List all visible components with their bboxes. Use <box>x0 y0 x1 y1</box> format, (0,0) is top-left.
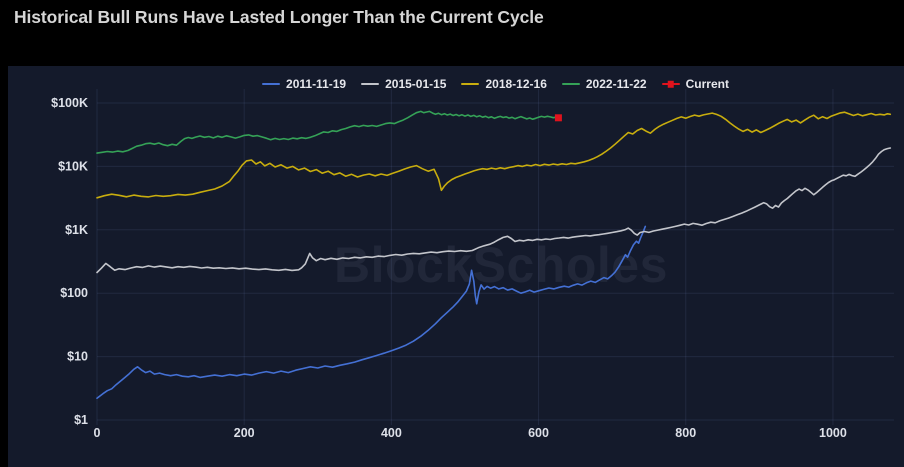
x-tick-label: 0 <box>94 426 101 440</box>
plot-area[interactable]: $1 $10 $100 $1K $10K $100K 0 200 400 600 800 1000 <box>8 66 904 467</box>
legend-item-current[interactable]: Current <box>661 77 729 91</box>
y-tick-label: $10 <box>67 350 88 364</box>
legend-label: 2011-11-19 <box>286 77 347 91</box>
legend-item-2018-12-16[interactable]: 2018-12-16 <box>461 77 547 91</box>
y-tick-label: $1 <box>74 413 88 427</box>
legend-label: 2015-01-15 <box>385 77 447 91</box>
x-tick-label: 400 <box>381 426 402 440</box>
series-line-2022-11-22 <box>96 110 560 154</box>
x-tick-label: 200 <box>234 426 255 440</box>
x-tick-label: 600 <box>528 426 549 440</box>
chart-legend: 2011-11-19 2015-01-15 2018-12-16 2022-11-22… <box>97 77 894 91</box>
legend-swatch-line <box>561 82 580 86</box>
y-tick-label: $100K <box>51 96 88 110</box>
legend-label: 2022-11-22 <box>585 77 647 91</box>
legend-item-2015-01-15[interactable]: 2015-01-15 <box>361 77 446 91</box>
series-line-2011-11-19 <box>96 225 647 400</box>
chart-title: Historical Bull Runs Have Lasted Longer … <box>14 7 544 27</box>
y-tick-label: $100 <box>60 286 88 300</box>
legend-label: 2018-12-16 <box>485 77 547 91</box>
legend-marker-square-icon <box>667 80 674 88</box>
series-line-2018-12-16 <box>96 111 892 199</box>
legend-swatch-line <box>461 82 480 86</box>
x-tick-label: 800 <box>675 426 696 440</box>
legend-item-2022-11-22[interactable]: 2022-11-22 <box>561 77 647 91</box>
x-tick-label: 1000 <box>819 426 847 440</box>
legend-label: Current <box>685 77 729 91</box>
legend-item-2011-11-19[interactable]: 2011-11-19 <box>262 77 346 91</box>
series-line-2015-01-15 <box>96 147 892 274</box>
current-marker <box>554 114 562 122</box>
chart-panel: BlockScholes $1 $10 $100 $1K $10K $100K 0 200 40… <box>8 66 904 467</box>
y-tick-label: $1K <box>65 223 88 237</box>
legend-swatch-line <box>262 82 281 86</box>
legend-swatch-line <box>661 80 680 88</box>
legend-swatch-line <box>361 82 380 86</box>
y-tick-label: $10K <box>58 159 88 173</box>
